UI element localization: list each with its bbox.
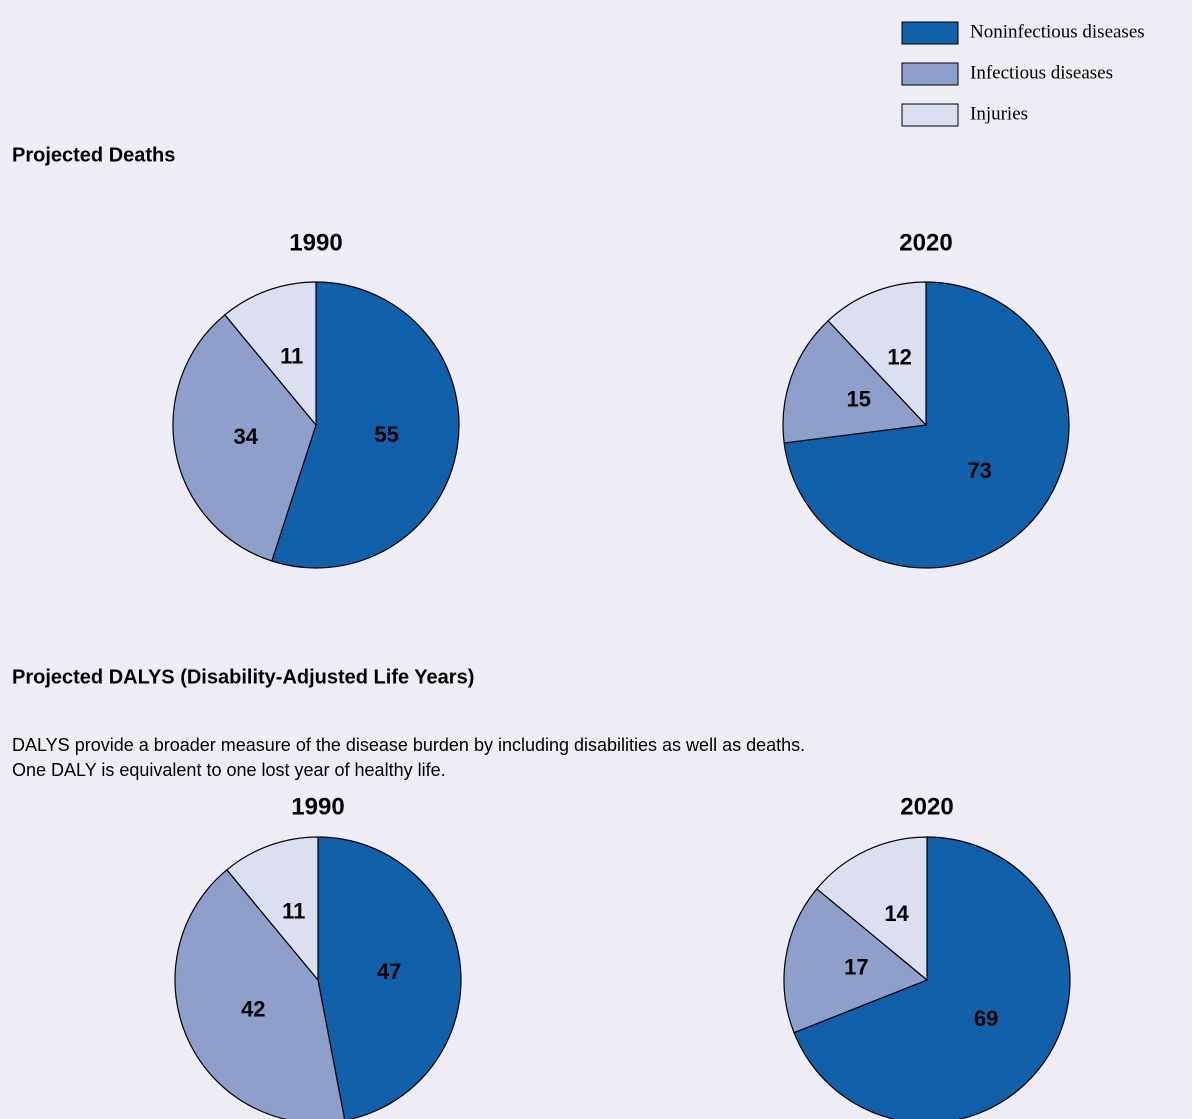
pie-slice	[226, 836, 319, 982]
pie-slice	[172, 313, 317, 562]
pie-slice	[224, 281, 317, 427]
legend-label: Injuries	[970, 103, 1028, 124]
pie-slice	[782, 319, 928, 444]
note-line: DALYS provide a broader measure of the d…	[12, 735, 805, 755]
legend-swatch	[901, 21, 959, 45]
slice-label: 55	[374, 422, 398, 447]
pie-slice	[271, 281, 460, 569]
pie-title: 2020	[900, 793, 953, 820]
legend-swatch	[901, 103, 959, 127]
slice-label: 42	[241, 996, 265, 1021]
pie-slice	[317, 836, 462, 1119]
section-heading: Projected DALYS (Disability-Adjusted Lif…	[12, 666, 474, 688]
pie-title: 1990	[289, 229, 342, 256]
pie-slice	[827, 281, 927, 427]
pie-title: 2020	[899, 229, 952, 256]
legend-swatch	[901, 62, 959, 86]
note-line: One DALY is equivalent to one lost year …	[12, 760, 446, 780]
pie-title: 1990	[291, 793, 344, 820]
pie-slice	[783, 888, 929, 1034]
slice-label: 15	[846, 387, 870, 412]
slice-label: 14	[884, 901, 909, 926]
slice-label: 73	[967, 458, 991, 483]
legend-label: Infectious diseases	[970, 62, 1113, 83]
slice-label: 11	[282, 899, 305, 924]
slice-label: 17	[844, 955, 868, 980]
slice-label: 11	[280, 344, 303, 369]
legend-label: Noninfectious diseases	[970, 21, 1145, 42]
section-heading: Projected Deaths	[12, 144, 175, 166]
pie-slice	[815, 836, 928, 982]
slice-label: 34	[234, 424, 259, 449]
slice-label: 12	[887, 344, 911, 369]
slice-label: 47	[377, 959, 401, 984]
slice-label: 69	[974, 1006, 998, 1031]
pie-slice	[174, 868, 346, 1119]
pie-slice	[793, 836, 1071, 1119]
